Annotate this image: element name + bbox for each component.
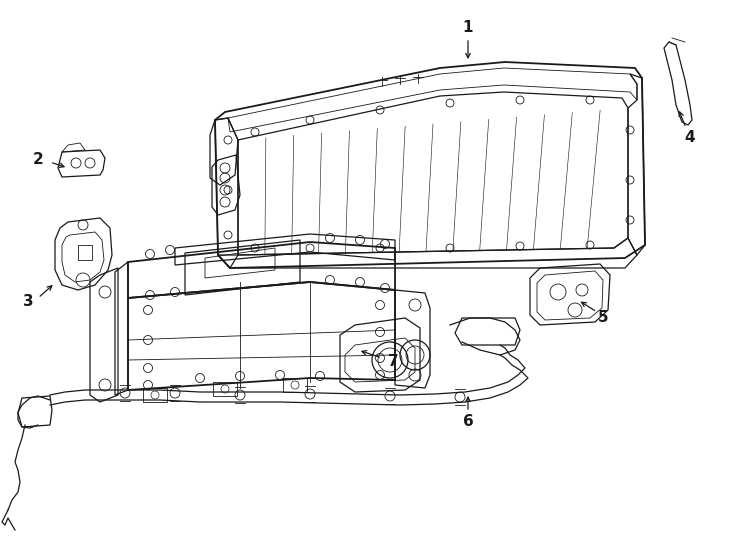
Text: 4: 4	[685, 131, 695, 145]
Text: 3: 3	[23, 294, 33, 309]
Text: 1: 1	[462, 21, 473, 36]
Text: 7: 7	[388, 354, 399, 369]
Text: 2: 2	[32, 152, 43, 167]
Text: 5: 5	[597, 310, 608, 326]
Text: 6: 6	[462, 415, 473, 429]
